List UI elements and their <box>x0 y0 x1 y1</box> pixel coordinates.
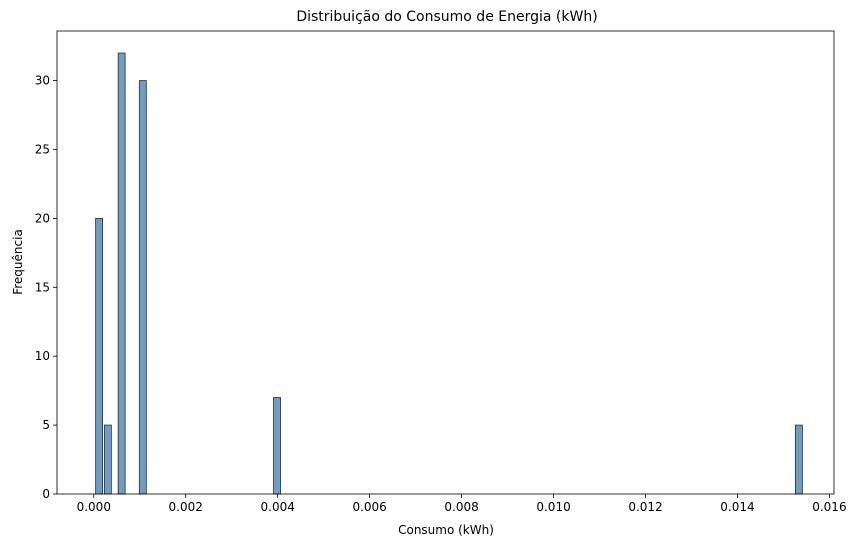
histogram-bar-4 <box>273 397 281 495</box>
x-tick-label: 0.014 <box>720 500 754 514</box>
x-tick-label: 0.010 <box>536 500 570 514</box>
histogram-bar-3 <box>138 80 147 495</box>
bars-group <box>95 52 803 495</box>
x-axis-ticks: 0.000 0.002 0.004 0.006 0.008 0.010 0.012 0.014… <box>77 494 847 514</box>
y-tick-label: 25 <box>35 143 50 157</box>
y-tick-label: 20 <box>35 211 50 225</box>
x-tick-label: 0.004 <box>261 500 295 514</box>
x-axis-label: Consumo (kWh) <box>398 523 494 537</box>
y-tick-label: 15 <box>35 280 50 294</box>
y-axis-ticks: 0 5 10 15 20 25 30 <box>35 74 57 501</box>
histogram-bar-2 <box>117 52 126 495</box>
histogram-bar-5 <box>794 424 803 495</box>
x-tick-label: 0.000 <box>77 500 111 514</box>
histogram-bar-0 <box>95 217 104 495</box>
x-tick-label: 0.006 <box>352 500 386 514</box>
plot-frame <box>56 30 835 495</box>
x-tick-label: 0.008 <box>444 500 478 514</box>
x-tick-label: 0.012 <box>628 500 662 514</box>
y-tick-label: 0 <box>42 487 50 501</box>
y-tick-label: 10 <box>35 349 50 363</box>
histogram-bar-1 <box>103 424 112 495</box>
y-tick-label: 5 <box>42 418 50 432</box>
y-axis-label: Frequência <box>11 229 25 295</box>
chart-title: Distribuição do Consumo de Energia (kWh) <box>296 9 597 25</box>
y-tick-label: 30 <box>35 74 50 88</box>
x-tick-label: 0.002 <box>169 500 203 514</box>
x-tick-label: 0.016 <box>812 500 846 514</box>
